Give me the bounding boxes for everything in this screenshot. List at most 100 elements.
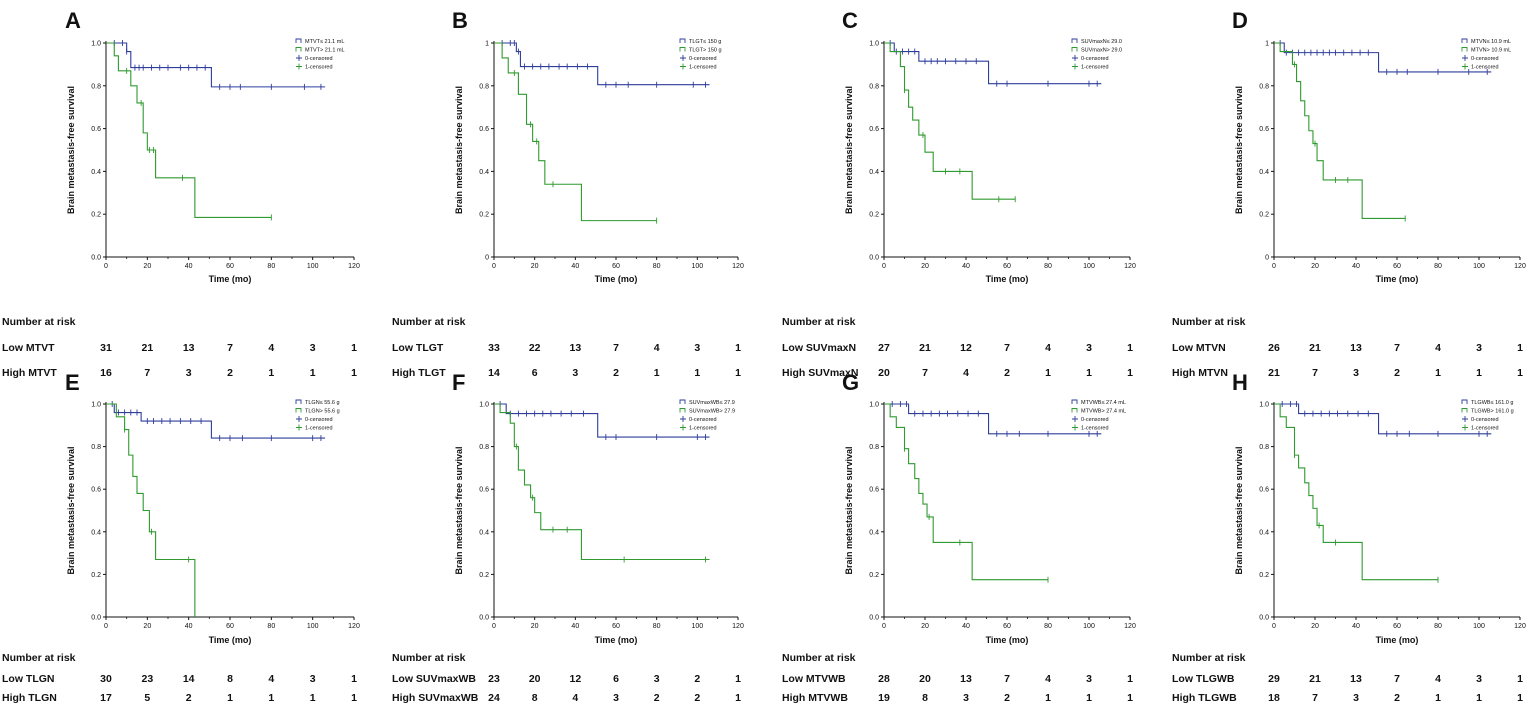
x-tick-label: 80 — [267, 623, 275, 630]
y-tick-label: 0.2 — [1259, 212, 1269, 219]
y-tick-label: 0.4 — [91, 169, 101, 176]
km-curve-high — [884, 403, 1048, 581]
y-tick-label: 0.4 — [869, 529, 879, 536]
legend-entry: MTVT≤ 21.1 mL — [305, 39, 344, 45]
risk-value: 7 — [227, 342, 233, 354]
y-axis-title: Brain metastasis-free survival — [844, 86, 854, 214]
y-tick-label: 0 — [1265, 255, 1269, 262]
legend-censor-swatch — [296, 55, 302, 61]
legend-swatch — [295, 399, 302, 404]
y-tick-label: 0.2 — [869, 212, 879, 219]
legend-entry: TLGN≤ 55.6 g — [305, 400, 340, 406]
legend-entry: 0-censored — [1471, 417, 1499, 423]
panel-E: E 0.0 0.2 0.4 0.6 0.8 1.0 0 20 40 60 80 100 120 Brain … — [2, 370, 360, 703]
legend-entry: TLGT> 150 g — [689, 48, 722, 54]
risk-value: 1 — [310, 367, 316, 379]
y-axis-title: Brain metastasis-free survival — [66, 86, 76, 214]
legend-censor-swatch — [1462, 416, 1468, 422]
y-tick-label: 0.8 — [1259, 444, 1269, 451]
risk-value: 1 — [310, 692, 316, 703]
risk-value: 2 — [186, 692, 192, 703]
risk-value: 3 — [654, 673, 660, 685]
x-tick-label: 0 — [492, 263, 496, 270]
risk-value: 3 — [963, 692, 969, 703]
risk-value: 1 — [1517, 692, 1523, 703]
x-tick-label: 0 — [1272, 263, 1276, 270]
panel-H: H 0.0 0.2 0.4 0.6 0.8 1.0 0 20 40 60 80 100 120 Brain … — [1172, 370, 1526, 703]
legend-censor-swatch — [296, 416, 302, 422]
risk-value: 1 — [351, 673, 357, 685]
risk-value: 5 — [144, 692, 150, 703]
risk-value: 23 — [141, 673, 153, 685]
legend-entry: 0-censored — [305, 417, 333, 423]
x-tick-label: 0 — [1272, 623, 1276, 630]
risk-value: 7 — [1394, 342, 1400, 354]
legend-entry: 1-censored — [1471, 65, 1499, 71]
legend-censor-swatch — [680, 424, 686, 431]
risk-row-label: High SUVmaxWB — [392, 692, 479, 703]
risk-value: 1 — [735, 692, 741, 703]
y-axis-title: Brain metastasis-free survival — [844, 446, 854, 574]
x-axis-title: Time (mo) — [595, 635, 638, 645]
risk-row-label: Low SUVmaxWB — [392, 673, 476, 685]
y-tick-label: 1 — [485, 41, 489, 48]
risk-row-label: Low SUVmaxN — [782, 342, 856, 354]
legend-censor-swatch — [680, 55, 686, 61]
panel-F: F0.00.20.40.60.81.00 20 40 60 80 100 120Brain … — [392, 370, 744, 703]
risk-row-label: High TLGN — [2, 692, 57, 703]
risk-value: 1 — [1127, 367, 1133, 379]
risk-row-label: Low TLGN — [2, 673, 55, 685]
x-tick-label: 40 — [571, 263, 579, 270]
legend-entry: TLGWB> 161.0 g — [1471, 409, 1514, 415]
x-tick-label: 100 — [691, 623, 703, 630]
km-curve-low — [106, 42, 326, 88]
risk-value: 4 — [1045, 342, 1051, 354]
y-tick-label: 0.8 — [479, 83, 489, 90]
risk-value: 3 — [1353, 367, 1359, 379]
panel-B: B 0 0.2 0.4 0.6 0.8 1 0 20 40 60 80 100 120 Brain meta… — [392, 8, 744, 379]
risk-value: 4 — [1045, 673, 1051, 685]
legend-entry: 1-censored — [1081, 65, 1109, 71]
risk-value: 17 — [100, 692, 112, 703]
legend-entry: 1-censored — [305, 65, 333, 71]
risk-value: 3 — [1476, 342, 1482, 354]
panel-letter: F — [452, 370, 465, 395]
x-tick-label: 60 — [612, 623, 620, 630]
legend-swatch — [1461, 408, 1468, 413]
x-tick-label: 60 — [226, 263, 234, 270]
risk-value: 1 — [268, 692, 274, 703]
legend-entry: MTVWB≤ 27.4 mL — [1081, 400, 1126, 406]
x-tick-label: 120 — [348, 623, 360, 630]
risk-value: 13 — [1350, 342, 1362, 354]
risk-value: 7 — [1312, 367, 1318, 379]
legend-entry: MTVN≤ 10.9 mL — [1471, 39, 1511, 45]
risk-table-title: Number at risk — [392, 652, 466, 664]
legend-entry: 1-censored — [305, 426, 333, 432]
legend-entry: SUVmaxWB> 27.9 — [689, 409, 735, 415]
legend-censor-swatch — [1462, 424, 1468, 431]
risk-table-title: Number at risk — [1172, 652, 1246, 664]
panel-letter: G — [842, 370, 859, 395]
km-curve-high — [884, 42, 1016, 200]
y-tick-label: 0.6 — [479, 487, 489, 494]
x-tick-label: 120 — [1124, 623, 1136, 630]
x-tick-label: 120 — [1514, 623, 1526, 630]
x-tick-label: 40 — [962, 623, 970, 630]
risk-value: 1 — [1517, 342, 1523, 354]
legend-swatch — [295, 408, 302, 413]
x-axis-title: Time (mo) — [986, 274, 1029, 284]
legend-censor-swatch — [1072, 63, 1078, 70]
risk-value: 31 — [100, 342, 112, 354]
legend-censor-swatch — [296, 424, 302, 431]
risk-value: 1 — [351, 367, 357, 379]
x-tick-label: 120 — [732, 623, 744, 630]
legend-swatch — [295, 38, 302, 43]
y-tick-label: 1.0 — [869, 41, 879, 48]
y-axis-title: Brain metastasis-free survival — [454, 446, 464, 574]
risk-value: 21 — [1309, 342, 1321, 354]
panel-letter: E — [65, 370, 80, 395]
y-tick-label: 0.4 — [479, 169, 489, 176]
risk-value: 20 — [878, 367, 890, 379]
km-curve-high — [106, 403, 196, 617]
risk-value: 13 — [183, 342, 195, 354]
